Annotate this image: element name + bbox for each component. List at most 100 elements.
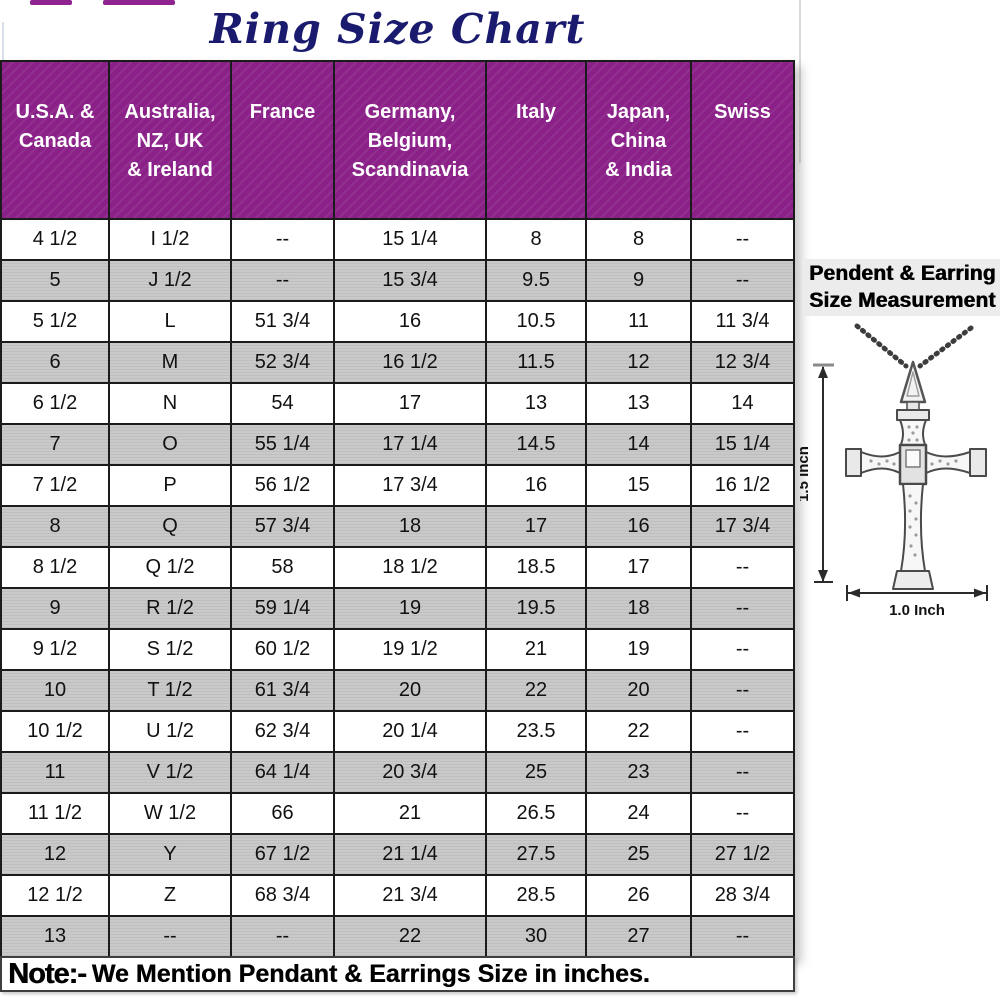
table-cell: 54 [230,382,335,425]
table-cell: 7 [0,423,110,466]
table-cell: 13 [585,382,692,425]
table-row: 10 T 1/2 61 3/4 20 22 20 -- [0,669,795,712]
table-cell: 23 [585,751,692,794]
table-cell: 10 [0,669,110,712]
table-cell: Q [108,505,232,548]
table-cell: T 1/2 [108,669,232,712]
table-cell: -- [230,915,335,958]
table-cell: 28.5 [485,874,587,917]
table-cell: 16 [333,300,487,343]
table-cell: 17 3/4 [690,505,795,548]
table-cell: P [108,464,232,507]
table-cell: 19 1/2 [333,628,487,671]
panel-divider-line [799,0,801,163]
pendant-width-label: 1.0 Inch [889,602,945,619]
table-cell: 8 1/2 [0,546,110,589]
table-cell: 4 1/2 [0,218,110,261]
table-cell: -- [108,915,232,958]
table-cell: V 1/2 [108,751,232,794]
table-cell: 20 1/4 [333,710,487,753]
table-cell: R 1/2 [108,587,232,630]
table-cell: 18 [585,587,692,630]
table-row: 9 1/2 S 1/2 60 1/2 19 1/2 21 19 -- [0,628,795,671]
table-cell: -- [690,710,795,753]
table-cell: 20 [333,669,487,712]
table-cell: 10 1/2 [0,710,110,753]
table-cell: I 1/2 [108,218,232,261]
table-cell: 9 [0,587,110,630]
table-cell: 13 [0,915,110,958]
column-header: U.S.A. & Canada [0,60,110,220]
table-cell: 25 [585,833,692,876]
table-cell: 19.5 [485,587,587,630]
table-cell: M [108,341,232,384]
table-row: 4 1/2 I 1/2 -- 15 1/4 8 8 -- [0,218,795,261]
table-cell: 67 1/2 [230,833,335,876]
table-cell: -- [690,628,795,671]
table-cell: -- [230,218,335,261]
table-cell: 13 [485,382,587,425]
table-container: U.S.A. & Canada Australia, NZ, UK & Irela… [0,60,795,958]
table-cell: -- [690,792,795,835]
table-cell: -- [690,218,795,261]
table-cell: -- [690,669,795,712]
pendant-diagram: 1.5 Inch 1.0 Inch [800,323,988,619]
table-cell: 8 [485,218,587,261]
table-row: 6 1/2 N 54 17 13 13 14 [0,382,795,425]
column-header: France [230,60,335,220]
table-cell: 18 [333,505,487,548]
table-cell: 21 1/4 [333,833,487,876]
table-cell: O [108,423,232,466]
table-cell: 18.5 [485,546,587,589]
table-cell: 17 [485,505,587,548]
table-body: 4 1/2 I 1/2 -- 15 1/4 8 8 -- 5 J 1/2 -- 15 3/4 9.5 9… [0,218,795,958]
table-cell: J 1/2 [108,259,232,302]
ring-size-table: U.S.A. & Canada Australia, NZ, UK & Irela… [0,60,795,958]
table-cell: 19 [585,628,692,671]
table-cell: 7 1/2 [0,464,110,507]
diamond-texture [869,425,958,557]
table-row: 5 1/2 L 51 3/4 16 10.5 11 11 3/4 [0,300,795,343]
table-row: 7 O 55 1/4 17 1/4 14.5 14 15 1/4 [0,423,795,466]
pendant-panel-heading: Pendent & Earring Size Measurement [803,259,1000,316]
table-cell: 22 [585,710,692,753]
table-cell: 23.5 [485,710,587,753]
table-cell: 21 [485,628,587,671]
width-dimension-arrow [846,585,988,601]
table-row: 10 1/2 U 1/2 62 3/4 20 1/4 23.5 22 -- [0,710,795,753]
table-cell: 15 1/4 [690,423,795,466]
table-cell: 57 3/4 [230,505,335,548]
table-cell: Z [108,874,232,917]
column-header: Swiss [690,60,795,220]
table-cell: -- [230,259,335,302]
table-cell: 60 1/2 [230,628,335,671]
table-cell: 20 [585,669,692,712]
table-cell: 14.5 [485,423,587,466]
table-row: 11 V 1/2 64 1/4 20 3/4 25 23 -- [0,751,795,794]
table-cell: 68 3/4 [230,874,335,917]
table-cell: 5 1/2 [0,300,110,343]
table-row: 8 1/2 Q 1/2 58 18 1/2 18.5 17 -- [0,546,795,589]
table-cell: 11 [585,300,692,343]
table-cell: 20 3/4 [333,751,487,794]
table-cell: Y [108,833,232,876]
table-cell: 11 3/4 [690,300,795,343]
table-cell: 16 [585,505,692,548]
table-row: 7 1/2 P 56 1/2 17 3/4 16 15 16 1/2 [0,464,795,507]
height-dimension-arrow [813,363,834,583]
table-header: U.S.A. & Canada Australia, NZ, UK & Irela… [0,60,795,220]
table-cell: 17 1/4 [333,423,487,466]
table-cell: 64 1/4 [230,751,335,794]
table-cell: 30 [485,915,587,958]
table-cell: 25 [485,751,587,794]
table-cell: 6 1/2 [0,382,110,425]
table-row: 12 1/2 Z 68 3/4 21 3/4 28.5 26 28 3/4 [0,874,795,917]
table-cell: L [108,300,232,343]
table-cell: 12 3/4 [690,341,795,384]
table-cell: 15 [585,464,692,507]
table-cell: 17 [333,382,487,425]
column-header: Germany, Belgium, Scandinavia [333,60,487,220]
table-cell: 12 [0,833,110,876]
table-cell: 12 1/2 [0,874,110,917]
